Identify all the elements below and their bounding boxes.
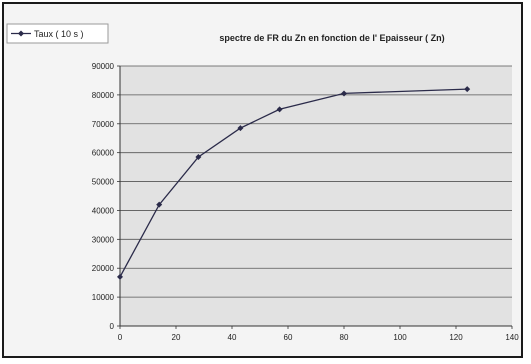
legend-marker-icon xyxy=(18,30,24,37)
legend-label: Taux ( 10 s ) xyxy=(34,29,84,39)
grid-lines xyxy=(117,65,513,329)
data-point xyxy=(156,201,163,208)
data-point xyxy=(341,90,347,97)
x-tick-label: 120 xyxy=(449,333,463,342)
data-point xyxy=(117,273,123,280)
series-group xyxy=(117,86,471,280)
legend: Taux ( 10 s ) xyxy=(6,23,109,44)
x-tick-label: 0 xyxy=(118,333,123,342)
y-tick-label: 10000 xyxy=(92,293,115,302)
y-tick-label: 30000 xyxy=(92,235,115,244)
data-point xyxy=(464,86,471,93)
y-tick-label: 80000 xyxy=(92,91,115,100)
plot-area xyxy=(120,66,512,326)
data-point xyxy=(195,154,202,160)
data-point xyxy=(237,125,244,132)
y-tick-label: 70000 xyxy=(92,120,115,129)
y-tick-labels: 0 10000 20000 30000 40000 50000 60000 70000 8000… xyxy=(92,62,115,331)
y-tick-label: 60000 xyxy=(92,149,115,158)
x-tick-labels: 0 20 40 60 80 100 120 140 xyxy=(118,333,519,342)
data-point xyxy=(276,106,283,113)
x-tick-label: 20 xyxy=(172,333,181,342)
x-tick-label: 80 xyxy=(340,333,349,342)
y-tick-label: 50000 xyxy=(92,178,115,187)
axes xyxy=(119,66,512,327)
y-tick-label: 40000 xyxy=(92,206,115,215)
x-tick-label: 100 xyxy=(393,333,407,342)
y-tick-label: 90000 xyxy=(92,62,115,71)
x-tick-label: 40 xyxy=(228,333,237,342)
legend-box xyxy=(6,23,109,44)
x-tick-label: 60 xyxy=(284,333,293,342)
chart-title: spectre de FR du Zn en fonction de l' Ep… xyxy=(219,33,444,43)
x-tick-label: 140 xyxy=(505,333,519,342)
y-tick-label: 0 xyxy=(110,322,115,331)
y-tick-label: 20000 xyxy=(92,264,115,273)
